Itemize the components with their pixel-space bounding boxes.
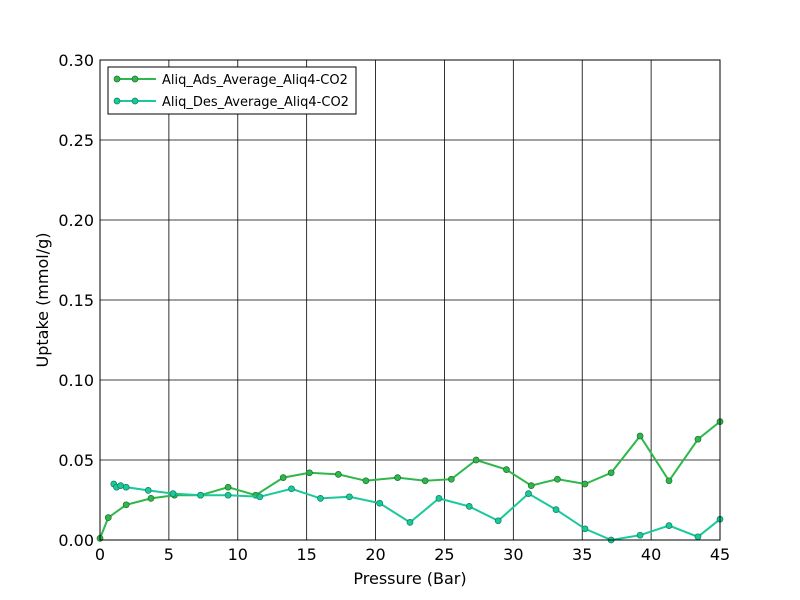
x-tick-label: 35 bbox=[572, 545, 592, 564]
data-point bbox=[636, 432, 644, 440]
data-point bbox=[224, 491, 232, 499]
x-tick-label: 15 bbox=[296, 545, 316, 564]
data-point bbox=[694, 533, 702, 541]
x-axis-label: Pressure (Bar) bbox=[353, 569, 466, 588]
data-point bbox=[346, 493, 353, 501]
data-point bbox=[527, 482, 535, 489]
grid-lines bbox=[99, 59, 721, 541]
plot-frame bbox=[99, 59, 721, 541]
data-point bbox=[581, 525, 589, 533]
data-point bbox=[494, 517, 502, 525]
legend-marker-des bbox=[131, 97, 139, 105]
x-tick-label: 0 bbox=[95, 545, 105, 564]
legend-label-des: Aliq_Des_Average_Aliq4-CO2 bbox=[162, 95, 349, 110]
y-tick-label: 0.20 bbox=[58, 211, 94, 230]
x-tick-label: 45 bbox=[710, 545, 730, 564]
data-point bbox=[144, 487, 152, 494]
legend-label-ads: Aliq_Ads_Average_Aliq4-CO2 bbox=[162, 73, 348, 88]
data-point bbox=[472, 456, 480, 464]
y-tick-label: 0.00 bbox=[58, 531, 94, 550]
x-tick-label: 25 bbox=[434, 545, 454, 564]
series-line-1 bbox=[113, 483, 721, 542]
data-point bbox=[581, 480, 589, 488]
data-point bbox=[435, 495, 443, 502]
legend-marker-ads bbox=[131, 75, 139, 83]
legend: Aliq_Ads_Average_Aliq4-CO2 Aliq_Des_Aver… bbox=[107, 66, 357, 115]
data-point bbox=[607, 469, 615, 477]
y-tick-label: 0.15 bbox=[58, 291, 94, 310]
data-point bbox=[147, 495, 155, 502]
x-tick-label: 30 bbox=[503, 545, 523, 564]
data-point bbox=[376, 499, 384, 507]
data-point bbox=[335, 471, 342, 478]
data-point bbox=[554, 475, 561, 483]
x-axis-ticks: 0 5 10 15 20 25 30 35 40 45 bbox=[95, 545, 730, 564]
x-tick-label: 10 bbox=[228, 545, 248, 564]
legend-marker-des bbox=[113, 97, 121, 105]
legend-marker-ads bbox=[113, 75, 121, 83]
x-tick-label: 5 bbox=[164, 545, 174, 564]
data-point bbox=[552, 506, 560, 513]
data-point bbox=[306, 469, 313, 477]
data-point bbox=[421, 477, 429, 485]
data-point bbox=[525, 490, 532, 497]
y-tick-label: 0.10 bbox=[58, 371, 94, 390]
x-tick-label: 20 bbox=[365, 545, 385, 564]
y-axis-label: Uptake (mmol/g) bbox=[33, 232, 52, 367]
data-point bbox=[104, 514, 112, 521]
data-point bbox=[317, 495, 324, 502]
data-point bbox=[503, 466, 510, 473]
legend-box bbox=[107, 66, 357, 115]
data-point bbox=[465, 503, 473, 510]
data-point bbox=[224, 483, 232, 491]
data-point bbox=[394, 474, 401, 481]
series-layer bbox=[96, 418, 724, 544]
data-point bbox=[362, 477, 370, 485]
data-point bbox=[636, 531, 644, 539]
data-point bbox=[447, 475, 455, 483]
x-tick-label: 40 bbox=[641, 545, 661, 564]
data-point bbox=[665, 477, 673, 485]
data-point bbox=[406, 519, 414, 526]
y-axis-ticks: 0.00 0.05 0.10 0.15 0.20 0.25 0.30 bbox=[58, 51, 94, 550]
data-point bbox=[694, 435, 702, 443]
data-point bbox=[256, 493, 264, 501]
y-tick-label: 0.05 bbox=[58, 451, 94, 470]
data-point bbox=[197, 491, 204, 499]
data-point bbox=[117, 482, 125, 489]
data-point bbox=[279, 474, 287, 481]
data-point bbox=[122, 483, 130, 491]
y-tick-label: 0.30 bbox=[58, 51, 94, 70]
data-point bbox=[288, 485, 295, 493]
data-point bbox=[122, 501, 130, 509]
y-tick-label: 0.25 bbox=[58, 131, 94, 150]
data-point bbox=[169, 490, 177, 497]
data-point bbox=[665, 522, 673, 529]
